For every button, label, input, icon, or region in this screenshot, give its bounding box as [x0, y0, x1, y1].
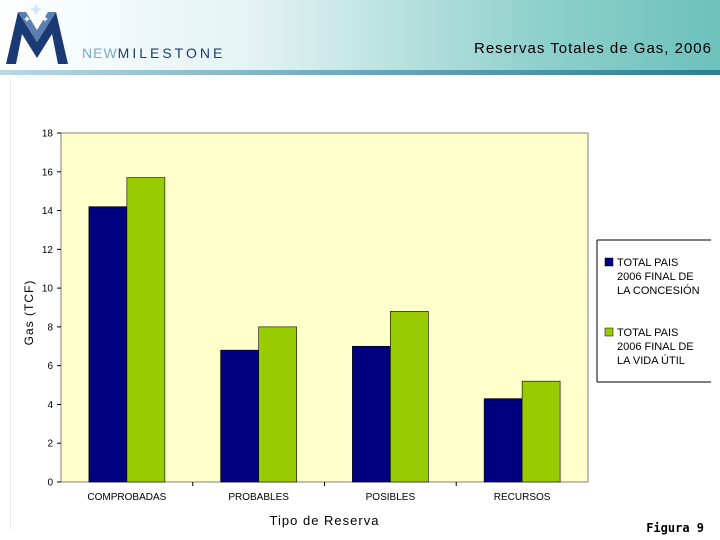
page-title: Reservas Totales de Gas, 2006	[473, 40, 712, 57]
y-tick-label: 18	[42, 129, 54, 140]
legend-label-1: TOTAL PAIS 2006 FINAL DE LA CONCESIÓN	[617, 257, 700, 297]
brand-new-text: NEW	[82, 45, 118, 61]
chart-panel: 0 2 4 6 8 10 12 14 16 18 COMPROBADAS PROBABLES POSIB…	[10, 78, 711, 530]
y-tick-label: 10	[42, 284, 54, 295]
y-tick-label: 16	[42, 167, 54, 178]
y-axis-label: Gas (TCF)	[22, 280, 36, 346]
legend-swatch-2	[604, 327, 614, 337]
y-tick-label: 0	[47, 478, 53, 489]
x-axis-label: Tipo de Reserva	[270, 513, 380, 528]
bar-1-recursos	[483, 398, 523, 483]
legend-swatch-1	[604, 257, 614, 267]
bar-2-posibles	[390, 311, 429, 483]
header-banner	[0, 0, 720, 72]
bar-2-comprobadas	[126, 177, 166, 483]
bar-1-posibles	[352, 345, 391, 483]
y-tick-label: 2	[47, 439, 53, 450]
y-tick-label: 12	[42, 245, 54, 256]
brand-wordmark: NEWMILESTONE	[82, 45, 225, 61]
legend-box	[597, 240, 711, 382]
x-tick-label: COMPROBADAS	[87, 492, 166, 503]
x-tick-label: POSIBLES	[366, 492, 416, 503]
bar-1-probables	[220, 349, 259, 483]
y-tick-label: 14	[42, 206, 54, 217]
y-tick-label: 6	[47, 361, 53, 372]
header-divider	[0, 70, 720, 75]
bar-1-comprobadas	[88, 206, 128, 483]
y-tick-label: 4	[47, 400, 53, 411]
brand-milestone-text: MILESTONE	[117, 45, 226, 61]
bar-2-recursos	[521, 380, 561, 483]
legend-label-2: TOTAL PAIS 2006 FINAL DE LA VIDA ÚTIL	[617, 327, 694, 367]
new-milestone-logo-icon	[6, 4, 68, 64]
bar-chart: 0 2 4 6 8 10 12 14 16 18 COMPROBADAS PROBABLES POSIB…	[22, 129, 711, 528]
y-tick-label: 8	[47, 322, 53, 333]
figure-label: Figura 9	[646, 521, 704, 535]
x-tick-label: PROBABLES	[228, 492, 289, 503]
x-tick-label: RECURSOS	[494, 492, 551, 503]
bar-2-probables	[258, 326, 297, 483]
